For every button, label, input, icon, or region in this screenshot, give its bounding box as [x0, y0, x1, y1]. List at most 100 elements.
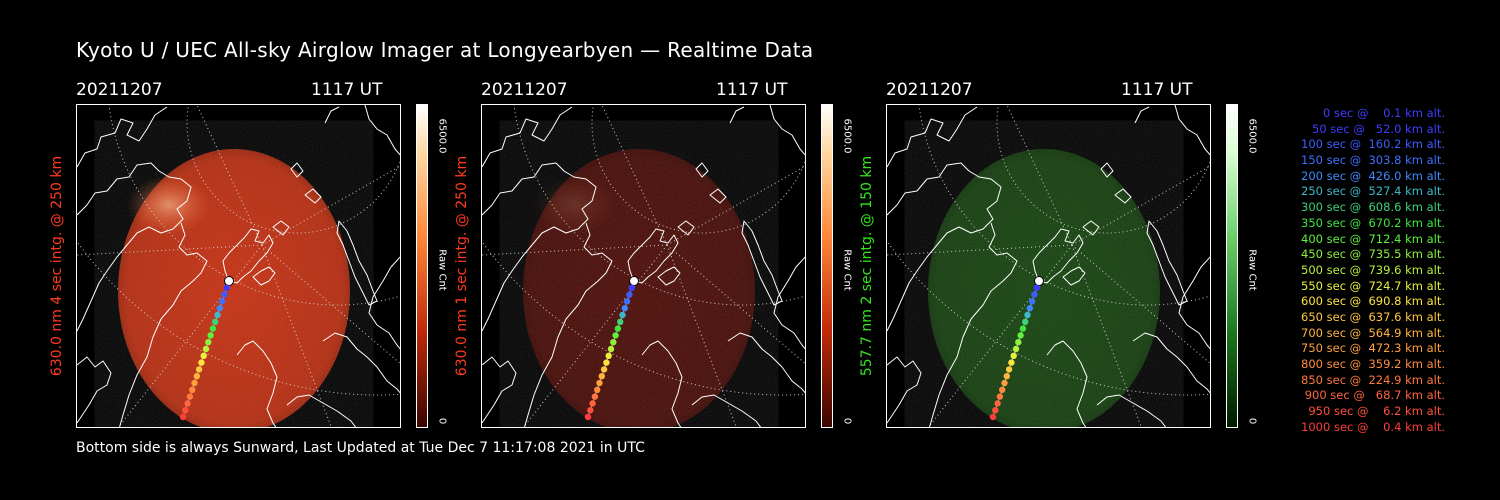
trajectory-point: [1028, 298, 1036, 305]
trajectory-point: [598, 373, 605, 380]
colorbar-max-label-wrap: 6500.0: [839, 104, 855, 168]
colorbar-max-label-wrap: 6500.0: [434, 104, 450, 168]
panel-ylabel: 557.7 nm 2 sec intg. @ 150 km: [859, 155, 875, 377]
legend-row: 50 sec @ 52.0 km alt.: [1312, 121, 1445, 136]
trajectory-point: [605, 352, 612, 359]
legend-row: 100 sec @ 160.2 km alt.: [1301, 137, 1445, 152]
legend-row: 650 sec @ 637.6 km alt.: [1301, 309, 1445, 324]
airglow-hotspot: [127, 175, 211, 235]
trajectory-point: [610, 339, 617, 346]
trajectory-point: [999, 386, 1006, 393]
trajectory-point: [221, 291, 228, 298]
trajectory-point: [212, 318, 219, 325]
trajectory-point: [1001, 379, 1008, 387]
trajectory-point: [182, 407, 189, 414]
trajectory-point: [587, 407, 594, 414]
colorbar-min-label: 0: [841, 417, 853, 425]
map-grid: [482, 105, 805, 427]
trajectory-point: [617, 318, 624, 325]
trajectory-point: [193, 373, 200, 380]
airglow-hotspot: [532, 175, 616, 235]
trajectory-point: [214, 311, 221, 319]
legend-row: 700 sec @ 564.9 km alt.: [1301, 325, 1445, 340]
legend-row: 300 sec @ 608.6 km alt.: [1301, 200, 1445, 215]
trajectory-legend: 0 sec @ 0.1 km alt. 50 sec @ 52.0 km alt.…: [1255, 106, 1445, 435]
panel-time: 1117 UT: [716, 80, 788, 100]
coastlines: [77, 105, 400, 427]
trajectory-point: [1026, 305, 1033, 312]
trajectory-point: [1017, 332, 1024, 339]
allsky-map-svg: [887, 105, 1210, 427]
trajectory-point: [1012, 345, 1020, 353]
page-title: Kyoto U / UEC All-sky Airglow Imager at …: [76, 38, 814, 62]
trajectory-point: [1005, 366, 1013, 373]
panel-date: 20211207: [76, 80, 163, 100]
trajectory-point: [612, 332, 619, 339]
trajectory-point: [207, 332, 214, 339]
airglow-noise: [928, 149, 1160, 427]
trajectory-point: [1022, 318, 1029, 325]
footer-note: Bottom side is always Sunward, Last Upda…: [76, 440, 645, 456]
panel-ylabel-wrap: 630.0 nm 1 sec intg. @ 250 km: [451, 104, 473, 428]
trajectory-point: [589, 400, 596, 407]
imager-panel-557nm-2sec: 20211207 1117 UT 557.7 nm 2 sec intg. @ …: [859, 80, 1346, 430]
trajectory-point: [224, 276, 234, 286]
trajectory-point: [1003, 373, 1010, 380]
panel-time: 1117 UT: [311, 80, 383, 100]
colorbar-unit-label: Raw Cnt: [841, 249, 853, 291]
trajectory-point: [1034, 276, 1044, 286]
trajectory-point: [994, 400, 1001, 407]
legend-row: 1000 sec @ 0.4 km alt.: [1301, 419, 1445, 434]
colorbar-unit-label-wrap: Raw Cnt: [839, 240, 855, 300]
trajectory-point: [223, 284, 230, 291]
legend-row: 400 sec @ 712.4 km alt.: [1301, 231, 1445, 246]
trajectory-point: [614, 325, 622, 332]
legend-row: 750 sec @ 472.3 km alt.: [1301, 341, 1445, 356]
legend-row: 0 sec @ 0.1 km alt.: [1322, 106, 1445, 120]
colorbar-max-label: 6500.0: [436, 118, 448, 154]
trajectory-point: [202, 345, 210, 353]
trajectory-point: [1031, 291, 1038, 298]
trajectory-point: [1015, 339, 1022, 346]
trajectory-point: [216, 305, 223, 312]
trajectory-point: [600, 366, 608, 373]
legend-row: 150 sec @ 303.8 km alt.: [1301, 153, 1445, 168]
trajectory-point: [1008, 359, 1015, 366]
legend-row: 900 sec @ 68.7 km alt.: [1304, 388, 1445, 403]
trajectory-point: [629, 276, 639, 286]
panel-ylabel: 630.0 nm 1 sec intg. @ 250 km: [454, 155, 470, 377]
rocket-trajectory: [584, 276, 639, 421]
legend-row: 800 sec @ 359.2 km alt.: [1301, 357, 1445, 371]
trajectory-point: [989, 413, 997, 421]
trajectory-point: [591, 393, 599, 400]
allsky-image: [76, 104, 401, 428]
trajectory-point: [1024, 311, 1031, 319]
trajectory-point: [218, 298, 226, 305]
trajectory-point: [209, 325, 217, 332]
coastlines: [887, 105, 1210, 427]
trajectory-point: [607, 345, 615, 353]
legend-row: 450 sec @ 735.5 km alt.: [1301, 247, 1445, 262]
panel-ylabel-wrap: 557.7 nm 2 sec intg. @ 150 km: [856, 104, 878, 428]
colorbar: [1226, 104, 1238, 428]
panel-ylabel-wrap: 630.0 nm 4 sec intg. @ 250 km: [46, 104, 68, 428]
colorbar: [416, 104, 428, 428]
colorbar-unit-label: Raw Cnt: [436, 249, 448, 291]
rocket-trajectory: [989, 276, 1044, 421]
trajectory-point: [179, 413, 187, 421]
legend-row: 550 sec @ 724.7 km alt.: [1301, 278, 1445, 293]
legend-row: 600 sec @ 690.8 km alt.: [1301, 294, 1445, 309]
panel-ylabel: 630.0 nm 4 sec intg. @ 250 km: [49, 155, 65, 377]
trajectory-point: [1010, 352, 1017, 359]
imager-panel-630nm-1sec: 20211207 1117 UT 630.0 nm 1 sec intg. @ …: [454, 80, 941, 430]
imager-panel-630nm-4sec: 20211207 1117 UT 630.0 nm 4 sec intg. @ …: [49, 80, 536, 430]
allsky-image: [481, 104, 806, 428]
legend-row: 250 sec @ 527.4 km alt.: [1301, 184, 1445, 199]
trajectory-point: [189, 386, 196, 393]
map-grid: [77, 105, 400, 427]
trajectory-point: [184, 400, 191, 407]
legend-row: 850 sec @ 224.9 km alt.: [1301, 372, 1445, 387]
colorbar-max-label: 6500.0: [841, 118, 853, 154]
trajectory-point: [619, 311, 626, 319]
trajectory-point: [200, 352, 207, 359]
